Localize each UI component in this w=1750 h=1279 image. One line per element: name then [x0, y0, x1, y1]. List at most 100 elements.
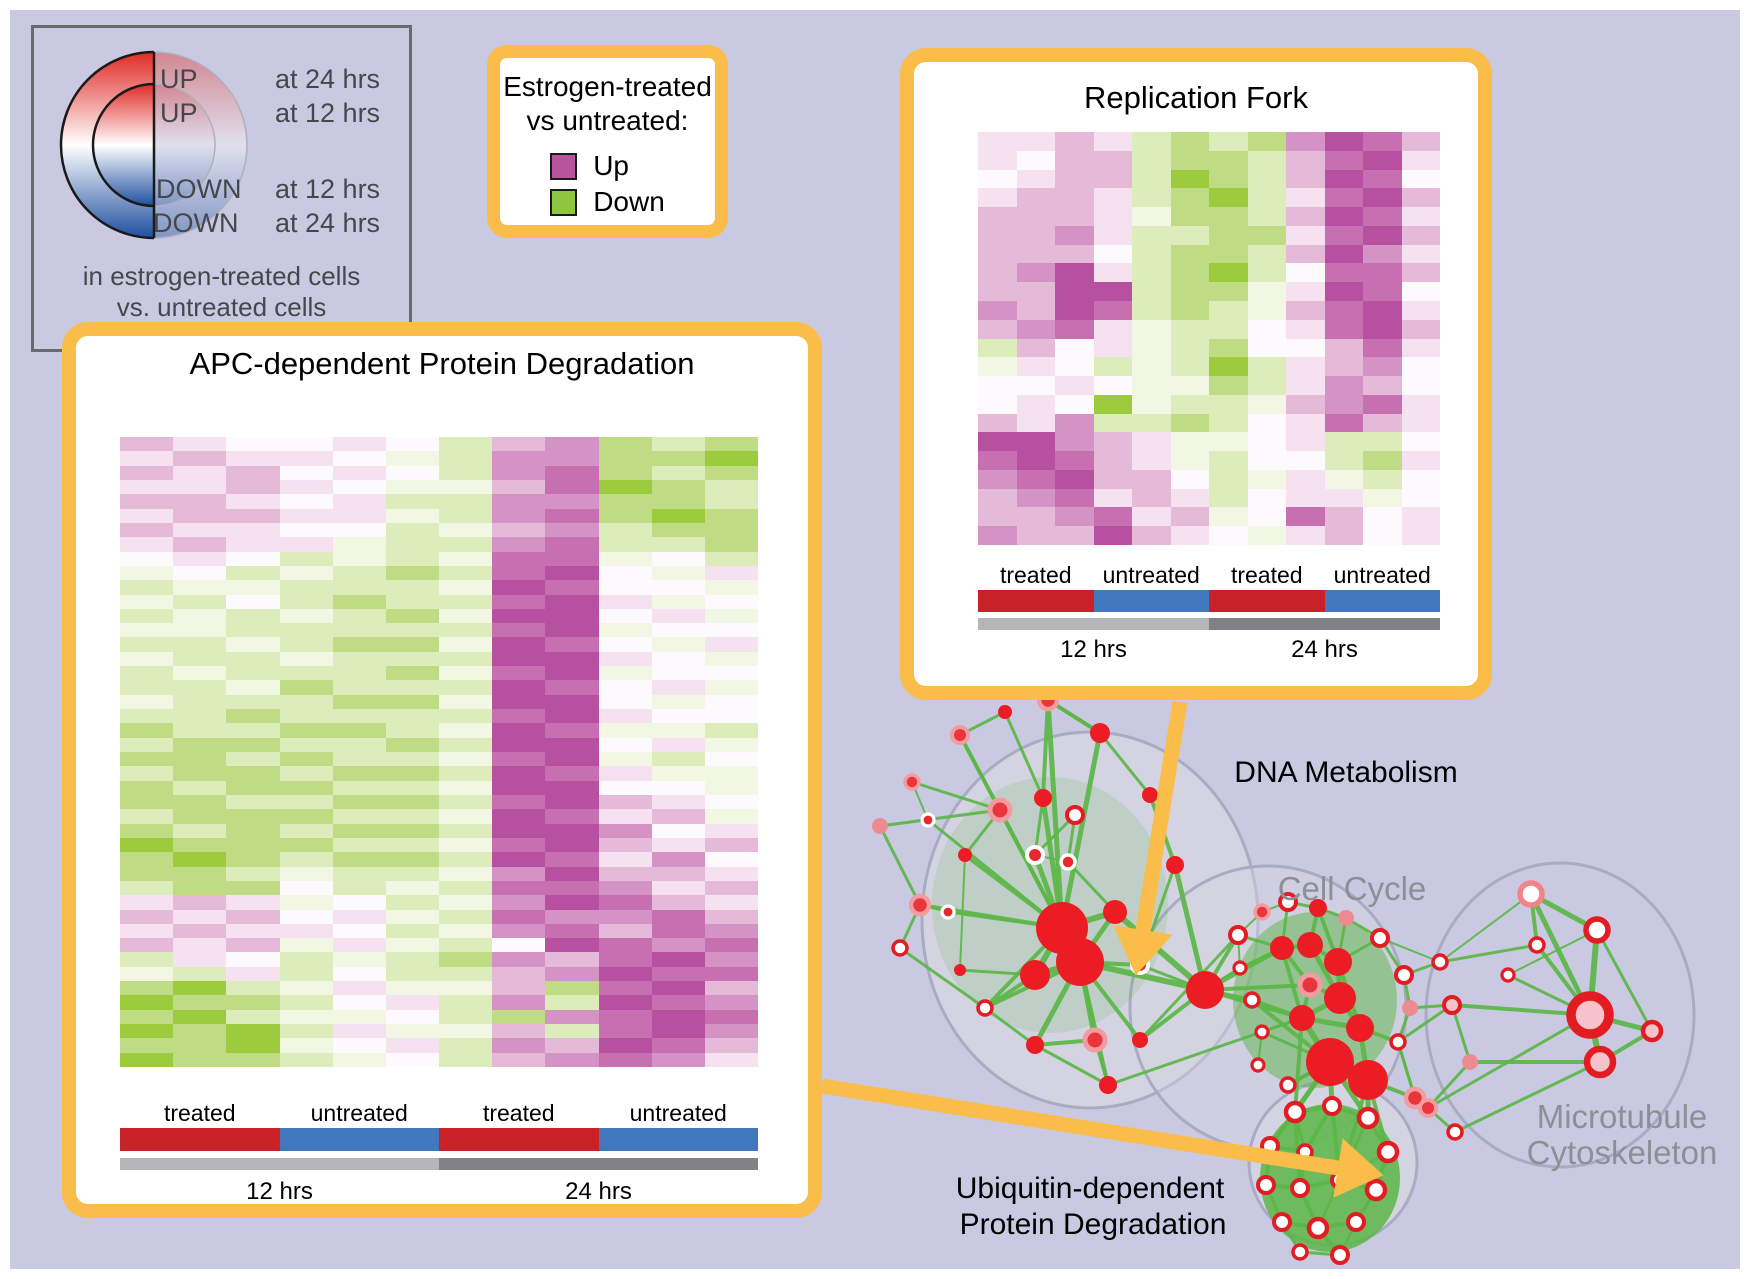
heatmap-cell: [279, 465, 333, 480]
heatmap-cell: [385, 1038, 439, 1053]
heatmap-cell: [226, 1009, 280, 1025]
heatmap-cell: [120, 809, 174, 824]
heatmap-cell: [279, 479, 333, 495]
heatmap-cell: [279, 866, 333, 881]
heatmap-cell: [1286, 488, 1325, 508]
heatmap-cell: [279, 837, 333, 853]
heatmap-cell: [978, 169, 1017, 189]
group-label: untreated: [629, 1100, 727, 1126]
heatmap-cell: [1401, 338, 1440, 358]
heatmap-cell: [120, 895, 174, 910]
heatmap-cell: [385, 465, 439, 480]
heatmap-cell: [439, 537, 493, 552]
heatmap-cell: [439, 923, 493, 939]
heatmap-cell: [173, 737, 227, 752]
heatmap-cell: [332, 694, 386, 710]
heatmap-cell: [598, 623, 652, 638]
heatmap-cell: [279, 823, 333, 838]
heatmap-cell: [226, 594, 280, 609]
heatmap-cell: [1016, 282, 1055, 301]
heatmap-cell: [1132, 319, 1171, 339]
heatmap-cell: [704, 594, 758, 609]
heatmap-cell: [545, 866, 599, 881]
heatmap-cell: [173, 565, 227, 581]
heatmap-cell: [651, 1024, 705, 1039]
heatmap-cell: [651, 823, 705, 838]
heatmap-cell: [1247, 319, 1286, 339]
heatmap-cell: [651, 666, 705, 681]
heatmap-cell: [978, 432, 1017, 452]
heatmap-cell: [120, 1052, 174, 1067]
heatmap-cell: [1286, 150, 1325, 170]
heatmap-cell: [1286, 338, 1325, 358]
heatmap-cell: [385, 522, 439, 538]
heatmap-cell: [332, 766, 386, 781]
heatmap-cell: [492, 594, 546, 609]
heatmap-cell: [704, 623, 758, 638]
heatmap-cell: [978, 244, 1017, 264]
heatmap-cell: [1286, 319, 1325, 339]
heatmap-cell: [1209, 488, 1248, 508]
heatmap-cell: [1016, 338, 1055, 358]
heatmap-cell: [439, 909, 493, 924]
apc-heatmap: [120, 437, 758, 1067]
heatmap-cell: [651, 752, 705, 767]
heatmap-cell: [704, 1038, 758, 1053]
heatmap-cell: [492, 852, 546, 867]
heatmap-cell: [1055, 526, 1094, 545]
heatmap-cell: [226, 537, 280, 552]
heatmap-cell: [1324, 376, 1363, 395]
heatmap-cell: [704, 809, 758, 824]
heatmap-cell: [1247, 507, 1286, 527]
heatmap-cell: [1324, 319, 1363, 339]
group-bar: [1324, 590, 1440, 612]
heatmap-cell: [385, 866, 439, 881]
heatmap-cell: [173, 1009, 227, 1025]
group-label: treated: [163, 1100, 236, 1126]
heatmap-cell: [978, 207, 1017, 226]
heatmap-cell: [598, 737, 652, 752]
heatmap-cell: [704, 794, 758, 810]
heatmap-cell: [1132, 338, 1171, 358]
group-label: treated: [482, 1100, 555, 1126]
group-bar: [1209, 590, 1325, 612]
heatmap-cell: [385, 637, 439, 652]
heatmap-cell: [385, 494, 439, 509]
heatmap-cell: [120, 680, 174, 695]
heatmap-cell: [651, 966, 705, 982]
heatmap-cell: [545, 608, 599, 624]
heatmap-cell: [385, 780, 439, 795]
heatmap-cell: [545, 594, 599, 609]
heatmap-cell: [1324, 357, 1363, 377]
heatmap-cell: [332, 981, 386, 996]
heatmap-cell: [978, 394, 1017, 414]
heatmap-cell: [1247, 432, 1286, 452]
heatmap-cell: [1093, 207, 1132, 226]
heatmap-cell: [704, 723, 758, 738]
heatmap-cell: [1363, 394, 1402, 414]
heatmap-cell: [1247, 244, 1286, 264]
apc-panel-title: APC-dependent Protein Degradation: [189, 346, 695, 381]
heatmap-cell: [385, 794, 439, 810]
heatmap-cell: [492, 880, 546, 896]
heatmap-cell: [492, 837, 546, 853]
heatmap-cell: [173, 494, 227, 509]
heatmap-cell: [439, 494, 493, 509]
heatmap-cell: [226, 737, 280, 752]
heatmap-cell: [1324, 263, 1363, 283]
heatmap-cell: [120, 537, 174, 552]
heatmap-cell: [226, 479, 280, 495]
heatmap-cell: [1286, 413, 1325, 433]
heatmap-cell: [598, 766, 652, 781]
heatmap-cell: [598, 981, 652, 996]
heatmap-cell: [120, 837, 174, 853]
heatmap-cell: [545, 709, 599, 724]
heatmap-cell: [545, 694, 599, 710]
heatmap-cell: [332, 780, 386, 795]
heatmap-cell: [279, 637, 333, 652]
time-bar: [1209, 618, 1440, 630]
heatmap-cell: [651, 1009, 705, 1025]
heatmap-cell: [651, 952, 705, 967]
heatmap-cell: [545, 565, 599, 581]
ring-row-dir: UP: [160, 64, 198, 94]
